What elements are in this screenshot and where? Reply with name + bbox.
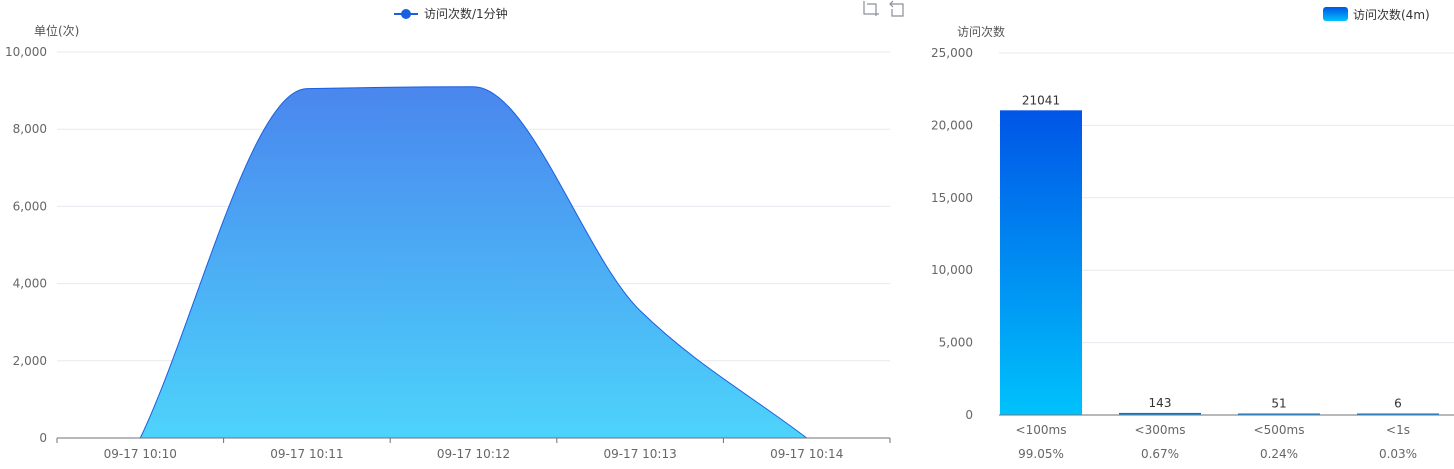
- bar-chart: 21041 143 51 6 0 5,000 10,000 15,000 20,000 25,0…: [931, 7, 1454, 461]
- area-x-tick-label: 09-17 10:11: [270, 447, 343, 461]
- bar-y-tick-label: 15,000: [931, 191, 973, 205]
- area-y-axis-label: 单位(次): [34, 23, 79, 38]
- bar-percentage-label: 0.67%: [1141, 447, 1179, 461]
- area-y-tick-label: 2,000: [13, 354, 47, 368]
- area-x-axis: [57, 438, 890, 443]
- area-legend-label: 访问次数/1分钟: [424, 6, 508, 21]
- zoom-reset-icon[interactable]: [886, 0, 906, 18]
- area-y-ticks: 0 2,000 4,000 6,000 8,000 10,000: [5, 45, 47, 445]
- area-legend[interactable]: 访问次数/1分钟: [394, 6, 508, 21]
- bar-percentage-label: 0.24%: [1260, 447, 1298, 461]
- bar-x-tick-label: <100ms: [1016, 423, 1067, 437]
- area-x-tick-label: 09-17 10:14: [770, 447, 843, 461]
- bar-y-ticks: 0 5,000 10,000 15,000 20,000 25,000: [931, 46, 973, 422]
- legend-bar-swatch: [1323, 7, 1348, 21]
- area-y-tick-label: 6,000: [13, 199, 47, 213]
- bar-x-tick-label: <1s: [1386, 423, 1410, 437]
- area-x-ticks: 09-17 10:10 09-17 10:11 09-17 10:12 09-17 1…: [104, 447, 844, 461]
- area-x-tick-label: 09-17 10:10: [104, 447, 177, 461]
- bar-series: 21041 143 51 6: [1000, 93, 1439, 415]
- bar-value-label: 6: [1394, 397, 1402, 411]
- bar-legend[interactable]: 访问次数(4m): [1323, 7, 1430, 22]
- bar-value-label: 51: [1271, 397, 1286, 411]
- bar-y-tick-label: 10,000: [931, 263, 973, 277]
- area-y-tick-label: 8,000: [13, 122, 47, 136]
- bar-x-ticks: <100ms 99.05% <300ms 0.67% <500ms 0.24% <1s 0.0…: [1016, 423, 1418, 461]
- bar-percentage-label: 99.05%: [1018, 447, 1064, 461]
- area-y-tick-label: 0: [39, 431, 47, 445]
- bar-value-label: 143: [1149, 396, 1172, 410]
- bar-y-tick-label: 20,000: [931, 118, 973, 132]
- area-x-tick-label: 09-17 10:12: [437, 447, 510, 461]
- bar[interactable]: [1000, 110, 1082, 415]
- bar-y-tick-label: 0: [965, 408, 973, 422]
- area-y-tick-label: 4,000: [13, 277, 47, 291]
- legend-dot-marker: [401, 9, 411, 19]
- area-x-tick-label: 09-17 10:13: [603, 447, 676, 461]
- bar-value-label: 21041: [1022, 93, 1060, 107]
- bar-percentage-label: 0.03%: [1379, 447, 1417, 461]
- bar-y-tick-label: 5,000: [939, 336, 973, 350]
- bar-y-tick-label: 25,000: [931, 46, 973, 60]
- area-series-fill: [140, 87, 806, 438]
- zoom-icon[interactable]: [860, 0, 880, 18]
- bar-y-axis-label: 访问次数: [957, 24, 1005, 39]
- area-y-tick-label: 10,000: [5, 45, 47, 59]
- bar-x-tick-label: <300ms: [1135, 423, 1186, 437]
- bar-x-tick-label: <500ms: [1254, 423, 1305, 437]
- bar-legend-label: 访问次数(4m): [1353, 7, 1430, 22]
